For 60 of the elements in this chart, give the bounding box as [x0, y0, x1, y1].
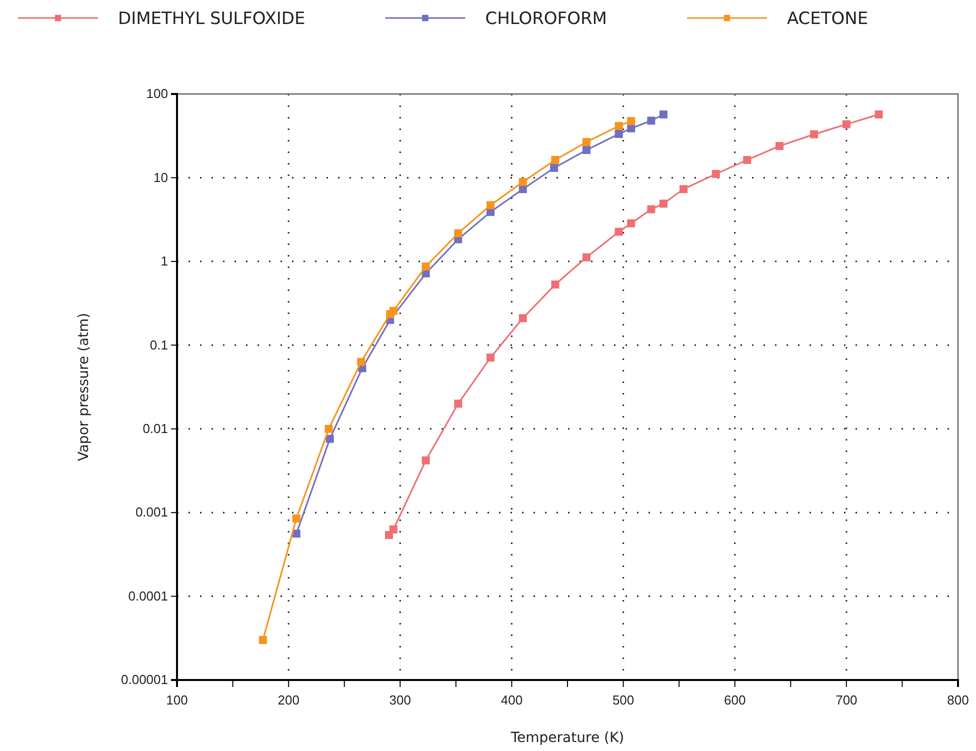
y-tick-label: 1 [160, 254, 168, 269]
point [582, 253, 590, 262]
point [486, 201, 495, 210]
point [454, 229, 462, 238]
x-tick-label: 700 [836, 692, 858, 708]
point [874, 110, 883, 118]
point [422, 262, 430, 270]
x-axis-title: Temperature (K) [510, 730, 624, 746]
x-tick-label: 300 [389, 692, 411, 708]
point [550, 164, 558, 172]
x-tick-label: 600 [724, 692, 746, 708]
point [292, 530, 300, 538]
x-tick-label: 500 [612, 692, 634, 708]
point [614, 130, 623, 138]
point [627, 124, 636, 132]
point [292, 514, 300, 522]
point [712, 170, 720, 178]
point [659, 110, 668, 118]
y-tick-label: 0.0001 [128, 588, 168, 604]
point [647, 116, 656, 125]
y-tick-label: 0.00001 [121, 672, 168, 688]
point [389, 306, 398, 315]
y-tick-label: 0.01 [142, 421, 168, 436]
point [659, 200, 668, 208]
legend-label: DIMETHYL SULFOXIDE [118, 9, 306, 29]
point [627, 219, 636, 228]
point [454, 400, 462, 408]
legend-label: ACETONE [786, 9, 868, 29]
y-axis-title: Vapor pressure (atm) [76, 312, 92, 462]
point [518, 178, 527, 186]
point [614, 122, 623, 130]
y-tick-label: 0.001 [135, 504, 168, 520]
point [582, 138, 590, 146]
x-tick-label: 200 [278, 692, 300, 708]
point [357, 358, 366, 366]
point [422, 456, 430, 464]
legend-label: CHLOROFORM [485, 9, 607, 29]
point [389, 525, 398, 534]
point [324, 424, 333, 433]
point [842, 120, 850, 128]
point [486, 354, 495, 362]
point [647, 205, 656, 214]
point [680, 185, 688, 194]
point [810, 130, 818, 138]
y-tick-label: 10 [154, 170, 168, 185]
point [518, 314, 527, 322]
point [775, 142, 784, 150]
point [582, 146, 590, 154]
point [614, 228, 623, 236]
point [258, 636, 267, 644]
point [743, 156, 752, 164]
y-tick-label: 0.1 [150, 337, 168, 352]
point [326, 434, 334, 443]
point [551, 280, 560, 289]
point [627, 117, 636, 126]
y-tick-label: 100 [146, 86, 168, 102]
x-tick-label: 100 [166, 692, 188, 708]
x-tick-label: 400 [500, 692, 523, 708]
point [551, 156, 560, 164]
x-tick-label: 800 [947, 692, 969, 708]
